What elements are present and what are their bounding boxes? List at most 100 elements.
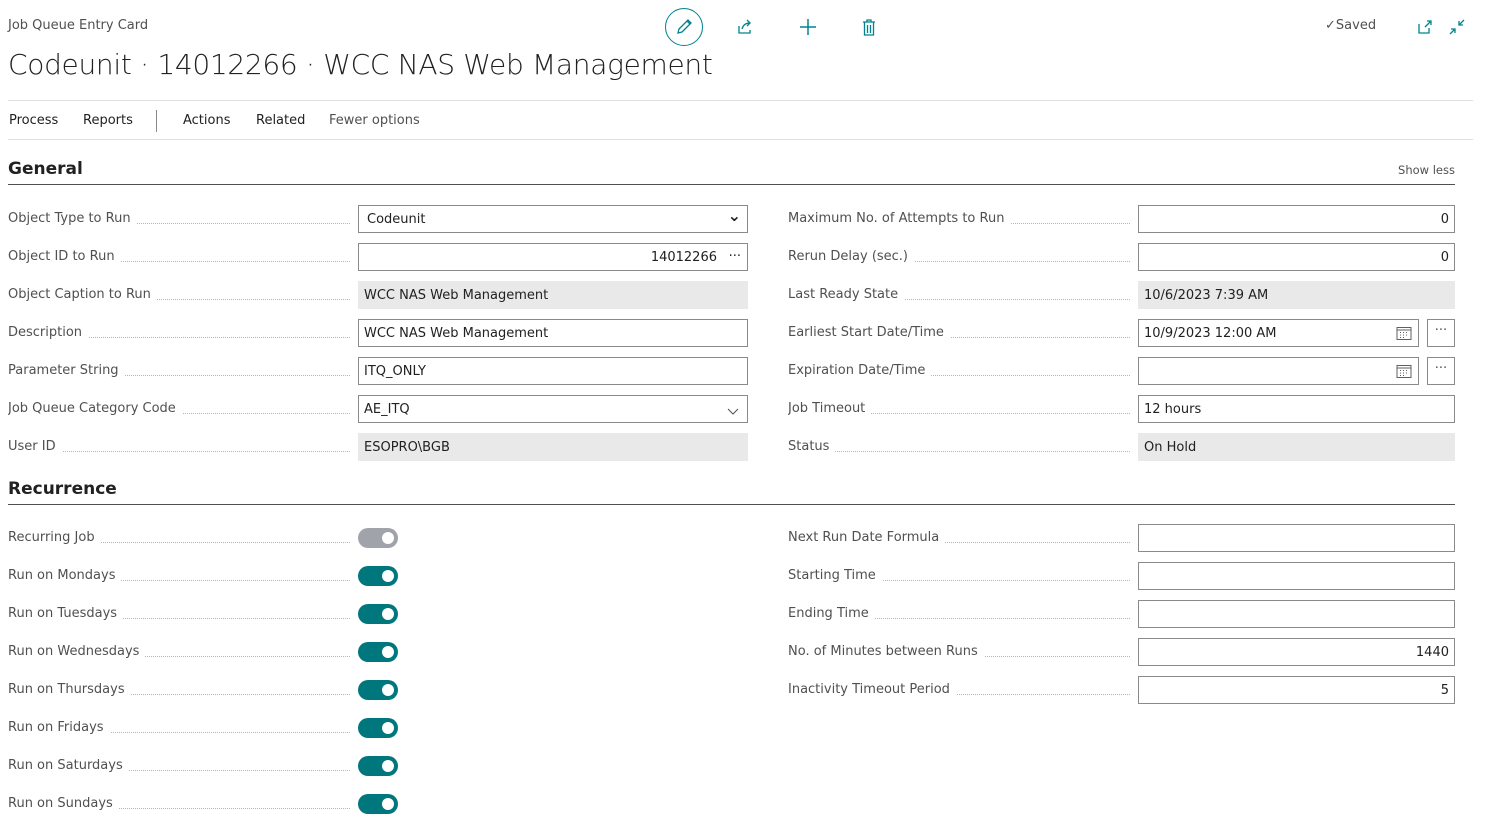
checkmark-icon: ✓ (1325, 18, 1336, 33)
field-label-text: Run on Sundays (8, 796, 119, 811)
field-value: WCC NAS Web Management (364, 326, 549, 341)
field-label-text: Inactivity Timeout Period (788, 682, 956, 697)
delete-button[interactable] (850, 8, 888, 46)
menu-divider (156, 110, 157, 132)
earliest-start-date-time-row: Earliest Start Date/Time ··· 10/9/2023 12:… (788, 319, 1491, 347)
earliest-start-date-time-field[interactable]: 10/9/2023 12:00 AM (1138, 319, 1419, 347)
menu-actions[interactable]: Actions (183, 113, 231, 128)
run-on-tuesdays-row: Run on Tuesdays (8, 600, 808, 628)
last-ready-state-field: 10/6/2023 7:39 AM (1138, 281, 1455, 309)
next-run-date-formula-row: Next Run Date Formula (788, 524, 1491, 552)
starting-time-label: Starting Time (788, 568, 1130, 583)
run-on-sundays-toggle[interactable] (358, 794, 398, 814)
run-on-thursdays-toggle[interactable] (358, 680, 398, 700)
description-field[interactable]: WCC NAS Web Management (358, 319, 748, 347)
edit-button[interactable] (665, 8, 703, 46)
field-label-text: Run on Thursdays (8, 682, 131, 697)
object-type-to-run-row: Object Type to Run Codeunit ⌄ (8, 205, 808, 233)
run-on-saturdays-toggle[interactable] (358, 756, 398, 776)
field-value: 0 (1440, 250, 1449, 265)
open-new-window-button[interactable] (1406, 8, 1444, 46)
field-label-text: Object ID to Run (8, 249, 121, 264)
collapse-icon (1449, 19, 1465, 35)
run-on-tuesdays-label: Run on Tuesdays (8, 606, 350, 621)
field-label-text: User ID (8, 439, 62, 454)
run-on-tuesdays-toggle[interactable] (358, 604, 398, 624)
field-label-text: Job Queue Category Code (8, 401, 182, 416)
rerun-delay-sec-field[interactable]: 0 (1138, 243, 1455, 271)
user-id-row: User ID ESOPRO\BGB (8, 433, 808, 461)
next-run-date-formula-label: Next Run Date Formula (788, 530, 1130, 545)
field-label-text: Run on Mondays (8, 568, 122, 583)
description-label: Description (8, 325, 350, 340)
parameter-string-row: Parameter String ITQ_ONLY (8, 357, 808, 385)
field-label-text: Run on Saturdays (8, 758, 129, 773)
job-queue-category-code-field[interactable]: AE_ITQ (358, 395, 748, 423)
menu-reports[interactable]: Reports (83, 113, 133, 128)
status-row: Status On Hold (788, 433, 1491, 461)
parameter-string-label: Parameter String (8, 363, 350, 378)
field-label-text: Description (8, 325, 89, 340)
rerun-delay-sec-row: Rerun Delay (sec.) 0 (788, 243, 1491, 271)
field-label-text: Run on Tuesdays (8, 606, 124, 621)
object-type-to-run-field[interactable]: Codeunit ⌄ (358, 205, 748, 233)
expiration-date-time-label: Expiration Date/Time (788, 363, 1130, 378)
run-on-fridays-row: Run on Fridays (8, 714, 808, 742)
field-label-text: Run on Fridays (8, 720, 110, 735)
field-value: 10/6/2023 7:39 AM (1144, 288, 1269, 303)
object-id-to-run-field[interactable]: 14012266 ··· (358, 243, 748, 271)
job-queue-category-code-label: Job Queue Category Code (8, 401, 350, 416)
starting-time-field[interactable] (1138, 562, 1455, 590)
field-value: 12 hours (1144, 402, 1202, 417)
run-on-mondays-row: Run on Mondays (8, 562, 808, 590)
run-on-mondays-toggle[interactable] (358, 566, 398, 586)
inactivity-timeout-period-label: Inactivity Timeout Period (788, 682, 1130, 697)
calendar-icon[interactable] (1396, 364, 1412, 382)
show-less-link[interactable]: Show less (1398, 163, 1455, 177)
chevron-down-icon: ⌄ (727, 206, 741, 225)
parameter-string-field[interactable]: ITQ_ONLY (358, 357, 748, 385)
object-id-to-run-label: Object ID to Run (8, 249, 350, 264)
field-label-text: Maximum No. of Attempts to Run (788, 211, 1011, 226)
field-label-text: Last Ready State (788, 287, 905, 302)
run-on-wednesdays-row: Run on Wednesdays (8, 638, 808, 666)
object-caption-to-run-row: Object Caption to Run WCC NAS Web Managem… (8, 281, 808, 309)
last-ready-state-label: Last Ready State (788, 287, 1130, 302)
new-button[interactable] (789, 8, 827, 46)
share-button[interactable] (726, 8, 764, 46)
object-caption-to-run-label: Object Caption to Run (8, 287, 350, 302)
collapse-button[interactable] (1438, 8, 1476, 46)
section-recurrence-header[interactable]: Recurrence (8, 479, 1455, 505)
field-label-text: Earliest Start Date/Time (788, 325, 950, 340)
next-run-date-formula-field[interactable] (1138, 524, 1455, 552)
maximum-no-of-attempts-to-run-field[interactable]: 0 (1138, 205, 1455, 233)
inactivity-timeout-period-field[interactable]: 5 (1138, 676, 1455, 704)
menu-process[interactable]: Process (9, 113, 59, 128)
run-on-sundays-label: Run on Sundays (8, 796, 350, 811)
run-on-thursdays-row: Run on Thursdays (8, 676, 808, 704)
chevron-down-icon (727, 405, 739, 420)
saved-status: ✓Saved (1325, 18, 1377, 33)
description-row: Description WCC NAS Web Management (8, 319, 808, 347)
job-timeout-field[interactable]: 12 hours (1138, 395, 1455, 423)
earliest-start-date-time-more-button[interactable]: ··· (1427, 319, 1455, 347)
run-on-fridays-toggle[interactable] (358, 718, 398, 738)
rerun-delay-sec-label: Rerun Delay (sec.) (788, 249, 1130, 264)
recurring-job-row: Recurring Job (8, 524, 808, 552)
lookup-ellipsis-icon[interactable]: ··· (728, 249, 741, 264)
fewer-options-button[interactable]: Fewer options (329, 113, 420, 128)
object-type-to-run-label: Object Type to Run (8, 211, 350, 226)
expiration-date-time-field[interactable] (1138, 357, 1419, 385)
calendar-icon[interactable] (1396, 326, 1412, 344)
run-on-wednesdays-toggle[interactable] (358, 642, 398, 662)
field-value: 5 (1440, 683, 1449, 698)
object-caption-to-run-field: WCC NAS Web Management (358, 281, 748, 309)
run-on-saturdays-row: Run on Saturdays (8, 752, 808, 780)
no-of-minutes-between-runs-field[interactable]: 1440 (1138, 638, 1455, 666)
menu-related[interactable]: Related (256, 113, 306, 128)
expiration-date-time-more-button[interactable]: ··· (1427, 357, 1455, 385)
section-general-header[interactable]: General Show less (8, 159, 1455, 185)
field-label-text: Recurring Job (8, 530, 101, 545)
ending-time-field[interactable] (1138, 600, 1455, 628)
open-in-new-window-icon (1418, 20, 1432, 34)
